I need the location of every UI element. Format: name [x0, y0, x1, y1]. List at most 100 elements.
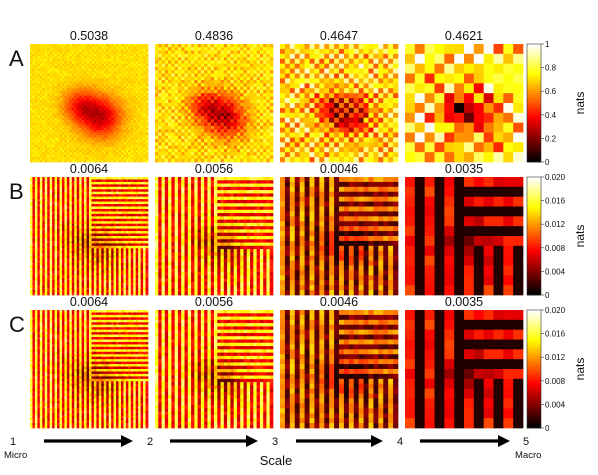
heatmap-cell — [368, 88, 374, 94]
heatmap-cell — [42, 68, 46, 72]
heatmap-cell — [405, 93, 416, 104]
heatmap-cell — [334, 93, 340, 99]
heatmap-cell — [334, 88, 340, 94]
heatmap-cell — [280, 44, 286, 50]
heatmap-cell — [246, 145, 251, 150]
heatmap-cell — [64, 66, 68, 69]
heatmap-cell — [118, 130, 122, 133]
heatmap-cell — [227, 96, 231, 101]
heatmap-cell — [54, 139, 58, 143]
heatmap-cell — [30, 112, 33, 116]
heatmap-cell — [47, 83, 51, 87]
heatmap-cell — [108, 110, 112, 114]
heatmap-cell — [52, 189, 55, 193]
heatmap-cell — [101, 110, 105, 114]
heatmap-cell — [34, 105, 38, 109]
heatmap-cell — [106, 80, 110, 84]
heatmap-cell — [289, 63, 296, 69]
heatmap-cell — [116, 95, 119, 99]
heatmap-cell — [263, 132, 267, 137]
heatmap-cell — [101, 53, 105, 57]
heatmap-cell — [103, 130, 107, 133]
heatmap-cell — [34, 68, 38, 72]
heatmap-cell — [42, 189, 46, 193]
heatmap-cell — [81, 127, 85, 131]
heatmap-cell — [240, 83, 244, 87]
heatmap-cell — [32, 204, 36, 207]
heatmap-cell — [54, 130, 58, 133]
heatmap-cell — [89, 115, 92, 119]
heatmap-cell — [79, 44, 82, 47]
heatmap-cell — [42, 144, 46, 148]
heatmap-cell — [207, 53, 212, 58]
heatmap-cell — [59, 201, 63, 205]
heatmap-cell — [227, 99, 231, 104]
heatmap-cell — [69, 71, 73, 74]
heatmap-cell — [233, 73, 238, 78]
heatmap-cell — [76, 78, 80, 82]
heatmap-cell — [108, 115, 112, 119]
heatmap-cell — [240, 103, 244, 107]
heatmap-cell — [118, 122, 122, 126]
heatmap-cell — [473, 132, 485, 143]
heatmap-cell — [363, 68, 369, 74]
heatmap-cell — [348, 83, 355, 89]
heatmap-cell — [81, 58, 85, 62]
heatmap-cell — [378, 142, 384, 148]
heatmap-cell — [143, 71, 146, 74]
heatmap-cell — [76, 93, 80, 96]
heatmap-cell — [34, 44, 38, 47]
heatmap-cell — [69, 132, 73, 136]
heatmap-cell — [177, 86, 182, 91]
heatmap-cell — [493, 142, 504, 153]
heatmap-cell — [44, 88, 48, 92]
heatmap-cell — [39, 95, 43, 99]
heatmap-cell — [120, 112, 124, 116]
heatmap-cell — [52, 204, 55, 207]
heatmap-cell — [123, 201, 127, 205]
colorbar-segment — [527, 47, 541, 51]
heatmap-cell — [98, 78, 102, 82]
heatmap-cell — [263, 129, 267, 133]
heatmap-cell — [34, 78, 38, 82]
heatmap-cell — [250, 80, 254, 84]
heatmap-cell — [230, 132, 235, 137]
heatmap-cell — [47, 78, 51, 82]
heatmap-cell — [304, 48, 310, 55]
heatmap-cell — [39, 122, 43, 126]
heatmap-cell — [74, 204, 78, 207]
heatmap-cell — [184, 70, 189, 74]
heatmap-cell — [240, 148, 244, 153]
heatmap-cell — [191, 73, 195, 78]
heatmap-cell — [243, 86, 248, 91]
heatmap-cell — [256, 80, 261, 84]
heatmap-cell — [61, 142, 65, 146]
heatmap-cell — [130, 134, 134, 138]
heatmap-cell — [123, 127, 127, 131]
heatmap-cell — [204, 142, 208, 146]
heatmap-cell — [214, 50, 218, 55]
heatmap-cell — [358, 147, 364, 153]
heatmap-cell — [348, 152, 355, 158]
heatmap-cell — [44, 147, 48, 151]
heatmap-cell — [118, 117, 122, 121]
heatmap-cell — [74, 120, 78, 124]
heatmap-cell — [123, 78, 127, 82]
heatmap-cell — [98, 93, 102, 96]
heatmap-cell — [116, 139, 119, 143]
heatmap-cell — [269, 145, 274, 150]
heatmap-cell — [236, 103, 241, 107]
heatmap-cell — [140, 110, 144, 114]
heatmap-cell — [111, 78, 114, 82]
heatmap-cell — [200, 106, 205, 110]
heatmap-cell — [284, 122, 291, 128]
heatmap-cell — [54, 179, 58, 183]
heatmap-cell — [171, 142, 176, 146]
heatmap-cell — [194, 66, 198, 71]
heatmap-cell — [57, 90, 60, 94]
heatmap-cell — [30, 125, 33, 128]
heatmap-cell — [118, 112, 122, 116]
heatmap-cell — [93, 157, 97, 160]
heatmap-cell — [74, 83, 78, 87]
heatmap-cell — [158, 129, 162, 133]
